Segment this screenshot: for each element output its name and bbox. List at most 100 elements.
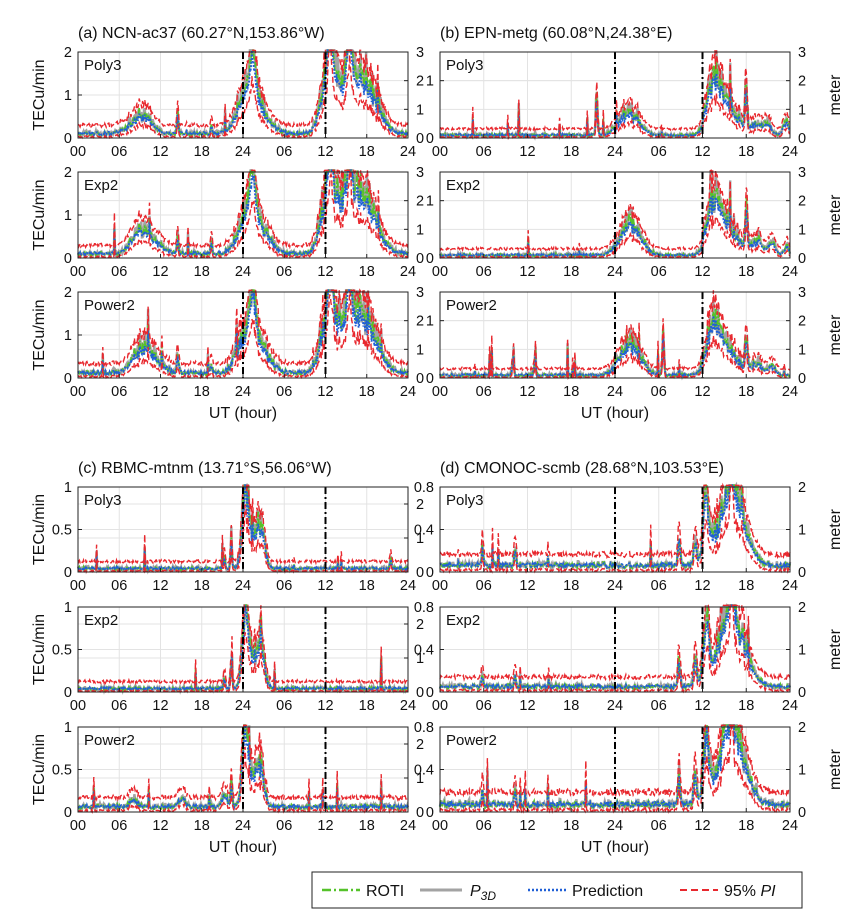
x-tick-label: 24 — [782, 144, 798, 160]
x-axis-label: UT (hour) — [209, 405, 277, 422]
x-tick-label: 00 — [70, 698, 86, 714]
y2-tick-label: 0 — [798, 131, 806, 147]
x-tick-label: 24 — [607, 818, 623, 834]
y-tick-label: 0.4 — [414, 523, 434, 539]
model-label: Poly3 — [84, 492, 122, 509]
x-tick-label: 18 — [563, 698, 579, 714]
y2-tick-label: 0 — [416, 565, 424, 581]
x-tick-label: 24 — [607, 384, 623, 400]
y-tick-label: 0 — [64, 371, 72, 387]
y2-tick-label: 2 — [798, 480, 806, 496]
model-label: Power2 — [446, 732, 497, 749]
series-roti-line — [77, 604, 409, 694]
x-tick-label: 24 — [235, 698, 251, 714]
y2-tick-label: 0 — [416, 251, 424, 267]
x-axis-label: UT (hour) — [581, 839, 649, 856]
y-tick-label: 0 — [64, 565, 72, 581]
x-tick-label: 00 — [432, 818, 448, 834]
y2-tick-label: 1 — [416, 771, 424, 787]
model-label: Exp2 — [84, 612, 118, 629]
x-tick-label: 18 — [563, 818, 579, 834]
series-pi-upper-line — [77, 484, 409, 566]
x-tick-label: 12 — [152, 264, 168, 280]
y2-tick-label: 3 — [798, 45, 806, 61]
y-axis-label: TECu/min — [31, 299, 48, 370]
y2-tick-label: 2 — [416, 737, 424, 753]
x-tick-label: 18 — [359, 698, 375, 714]
y2-tick-label: 1 — [416, 531, 424, 547]
x-tick-label: 24 — [782, 384, 798, 400]
x-tick-label: 06 — [276, 144, 292, 160]
x-tick-label: 06 — [651, 818, 667, 834]
y2-tick-label: 0 — [416, 371, 424, 387]
x-tick-label: 18 — [194, 578, 210, 594]
y-tick-label: 0.4 — [414, 763, 434, 779]
x-tick-label: 18 — [359, 818, 375, 834]
x-tick-label: 06 — [276, 384, 292, 400]
x-tick-label: 00 — [432, 384, 448, 400]
x-tick-label: 18 — [738, 578, 754, 594]
y2-axis-label: meter — [827, 628, 844, 670]
x-tick-label: 00 — [70, 578, 86, 594]
y2-tick-label: 1 — [416, 342, 424, 358]
x-tick-label: 12 — [152, 578, 168, 594]
series-prediction-line — [77, 605, 409, 693]
x-tick-label: 12 — [317, 264, 333, 280]
y2-tick-label: 0 — [416, 131, 424, 147]
legend-p3d-sub: 3D — [481, 889, 497, 903]
y-tick-label: 1 — [64, 600, 72, 616]
x-tick-label: 00 — [70, 144, 86, 160]
legend-p3d-label: P3D — [470, 883, 496, 903]
x-tick-label: 00 — [70, 264, 86, 280]
y2-tick-label: 1 — [416, 222, 424, 238]
x-tick-label: 24 — [235, 578, 251, 594]
panel-c3: 00 06 12 18 24 06 12 18 2400.51012Power2TECu/min… — [31, 720, 424, 856]
x-tick-label: 06 — [111, 698, 127, 714]
x-axis-label: UT (hour) — [209, 839, 277, 856]
x-tick-label: 12 — [317, 144, 333, 160]
x-tick-label: 18 — [563, 264, 579, 280]
y2-axis-label: meter — [827, 314, 844, 356]
legend-roti-label: ROTI — [366, 883, 404, 900]
series-pi-upper-line — [439, 604, 791, 683]
y2-tick-label: 1 — [798, 222, 806, 238]
y2-tick-label: 0 — [798, 371, 806, 387]
x-tick-label: 06 — [651, 264, 667, 280]
y2-tick-label: 0 — [798, 565, 806, 581]
x-tick-label: 06 — [651, 384, 667, 400]
x-tick-label: 18 — [738, 264, 754, 280]
x-tick-label: 12 — [152, 144, 168, 160]
y-tick-label: 0 — [426, 685, 434, 701]
model-label: Poly3 — [84, 57, 122, 74]
x-tick-label: 18 — [359, 144, 375, 160]
y-tick-label: 0.4 — [414, 643, 434, 659]
y-axis-label: TECu/min — [31, 179, 48, 250]
x-tick-label: 06 — [651, 144, 667, 160]
y2-tick-label: 1 — [798, 643, 806, 659]
y-tick-label: 0 — [64, 251, 72, 267]
legend-pi-label: 95% PI — [724, 883, 776, 900]
y2-tick-label: 3 — [416, 165, 424, 181]
x-tick-label: 06 — [476, 818, 492, 834]
series-pi-upper-line — [439, 290, 791, 373]
x-tick-label: 18 — [194, 144, 210, 160]
series-prediction-line — [439, 73, 791, 139]
x-tick-label: 12 — [519, 698, 535, 714]
x-tick-label: 12 — [519, 818, 535, 834]
x-tick-label: 18 — [359, 264, 375, 280]
y-tick-label: 0.5 — [52, 763, 72, 779]
y2-tick-label: 2 — [416, 194, 424, 210]
x-tick-label: 12 — [152, 384, 168, 400]
model-label: Exp2 — [446, 177, 480, 194]
series-pi-upper-line — [77, 288, 409, 368]
y2-tick-label: 2 — [416, 314, 424, 330]
x-tick-label: 06 — [476, 384, 492, 400]
x-tick-label: 18 — [738, 144, 754, 160]
x-tick-label: 06 — [276, 818, 292, 834]
y-tick-label: 1 — [426, 314, 434, 330]
series-prediction-line — [77, 49, 409, 138]
legend: ROTI P3D Prediction 95% PI — [311, 871, 803, 909]
